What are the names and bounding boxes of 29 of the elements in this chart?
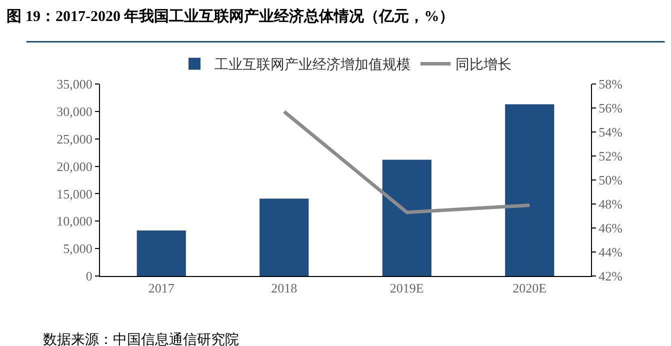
x-tick-label: 2018 [271, 280, 298, 296]
bar [136, 230, 186, 276]
x-tick-label: 2020E [512, 280, 547, 296]
y-tick-label: 5,000 [63, 241, 92, 256]
y2-tick-label: 48% [598, 196, 623, 212]
y-tick-label: 35,000 [56, 76, 92, 92]
bar [505, 104, 554, 276]
y-tick-label: 15,000 [56, 186, 92, 202]
bar [382, 160, 432, 276]
y2-tick-label: 46% [598, 220, 623, 236]
bar [260, 198, 309, 276]
y2-tick-label: 50% [598, 172, 623, 188]
y-tick-label: 0 [86, 268, 92, 284]
chart-title: 图 19：2017-2020 年我国工业互联网产业经济总体情况（亿元，%） [6, 6, 454, 25]
y-tick-label: 30,000 [56, 104, 92, 119]
y2-tick-label: 58% [598, 76, 623, 92]
legend-label: 同比增长 [456, 57, 512, 74]
y-tick-label: 20,000 [56, 158, 92, 174]
x-tick-label: 2017 [148, 280, 175, 296]
y2-tick-label: 44% [598, 244, 623, 260]
legend-label: 工业互联网产业经济增加值规模 [214, 57, 410, 74]
y2-tick-label: 54% [598, 124, 623, 140]
y2-tick-label: 52% [598, 148, 623, 164]
source-note: 数据来源：中国信息通信研究院 [43, 332, 239, 346]
y2-tick-label: 42% [598, 268, 623, 284]
y2-tick-label: 56% [598, 100, 623, 116]
y-tick-label: 25,000 [56, 131, 92, 146]
x-tick-label: 2019E [390, 280, 424, 296]
y-tick-label: 10,000 [56, 214, 92, 229]
